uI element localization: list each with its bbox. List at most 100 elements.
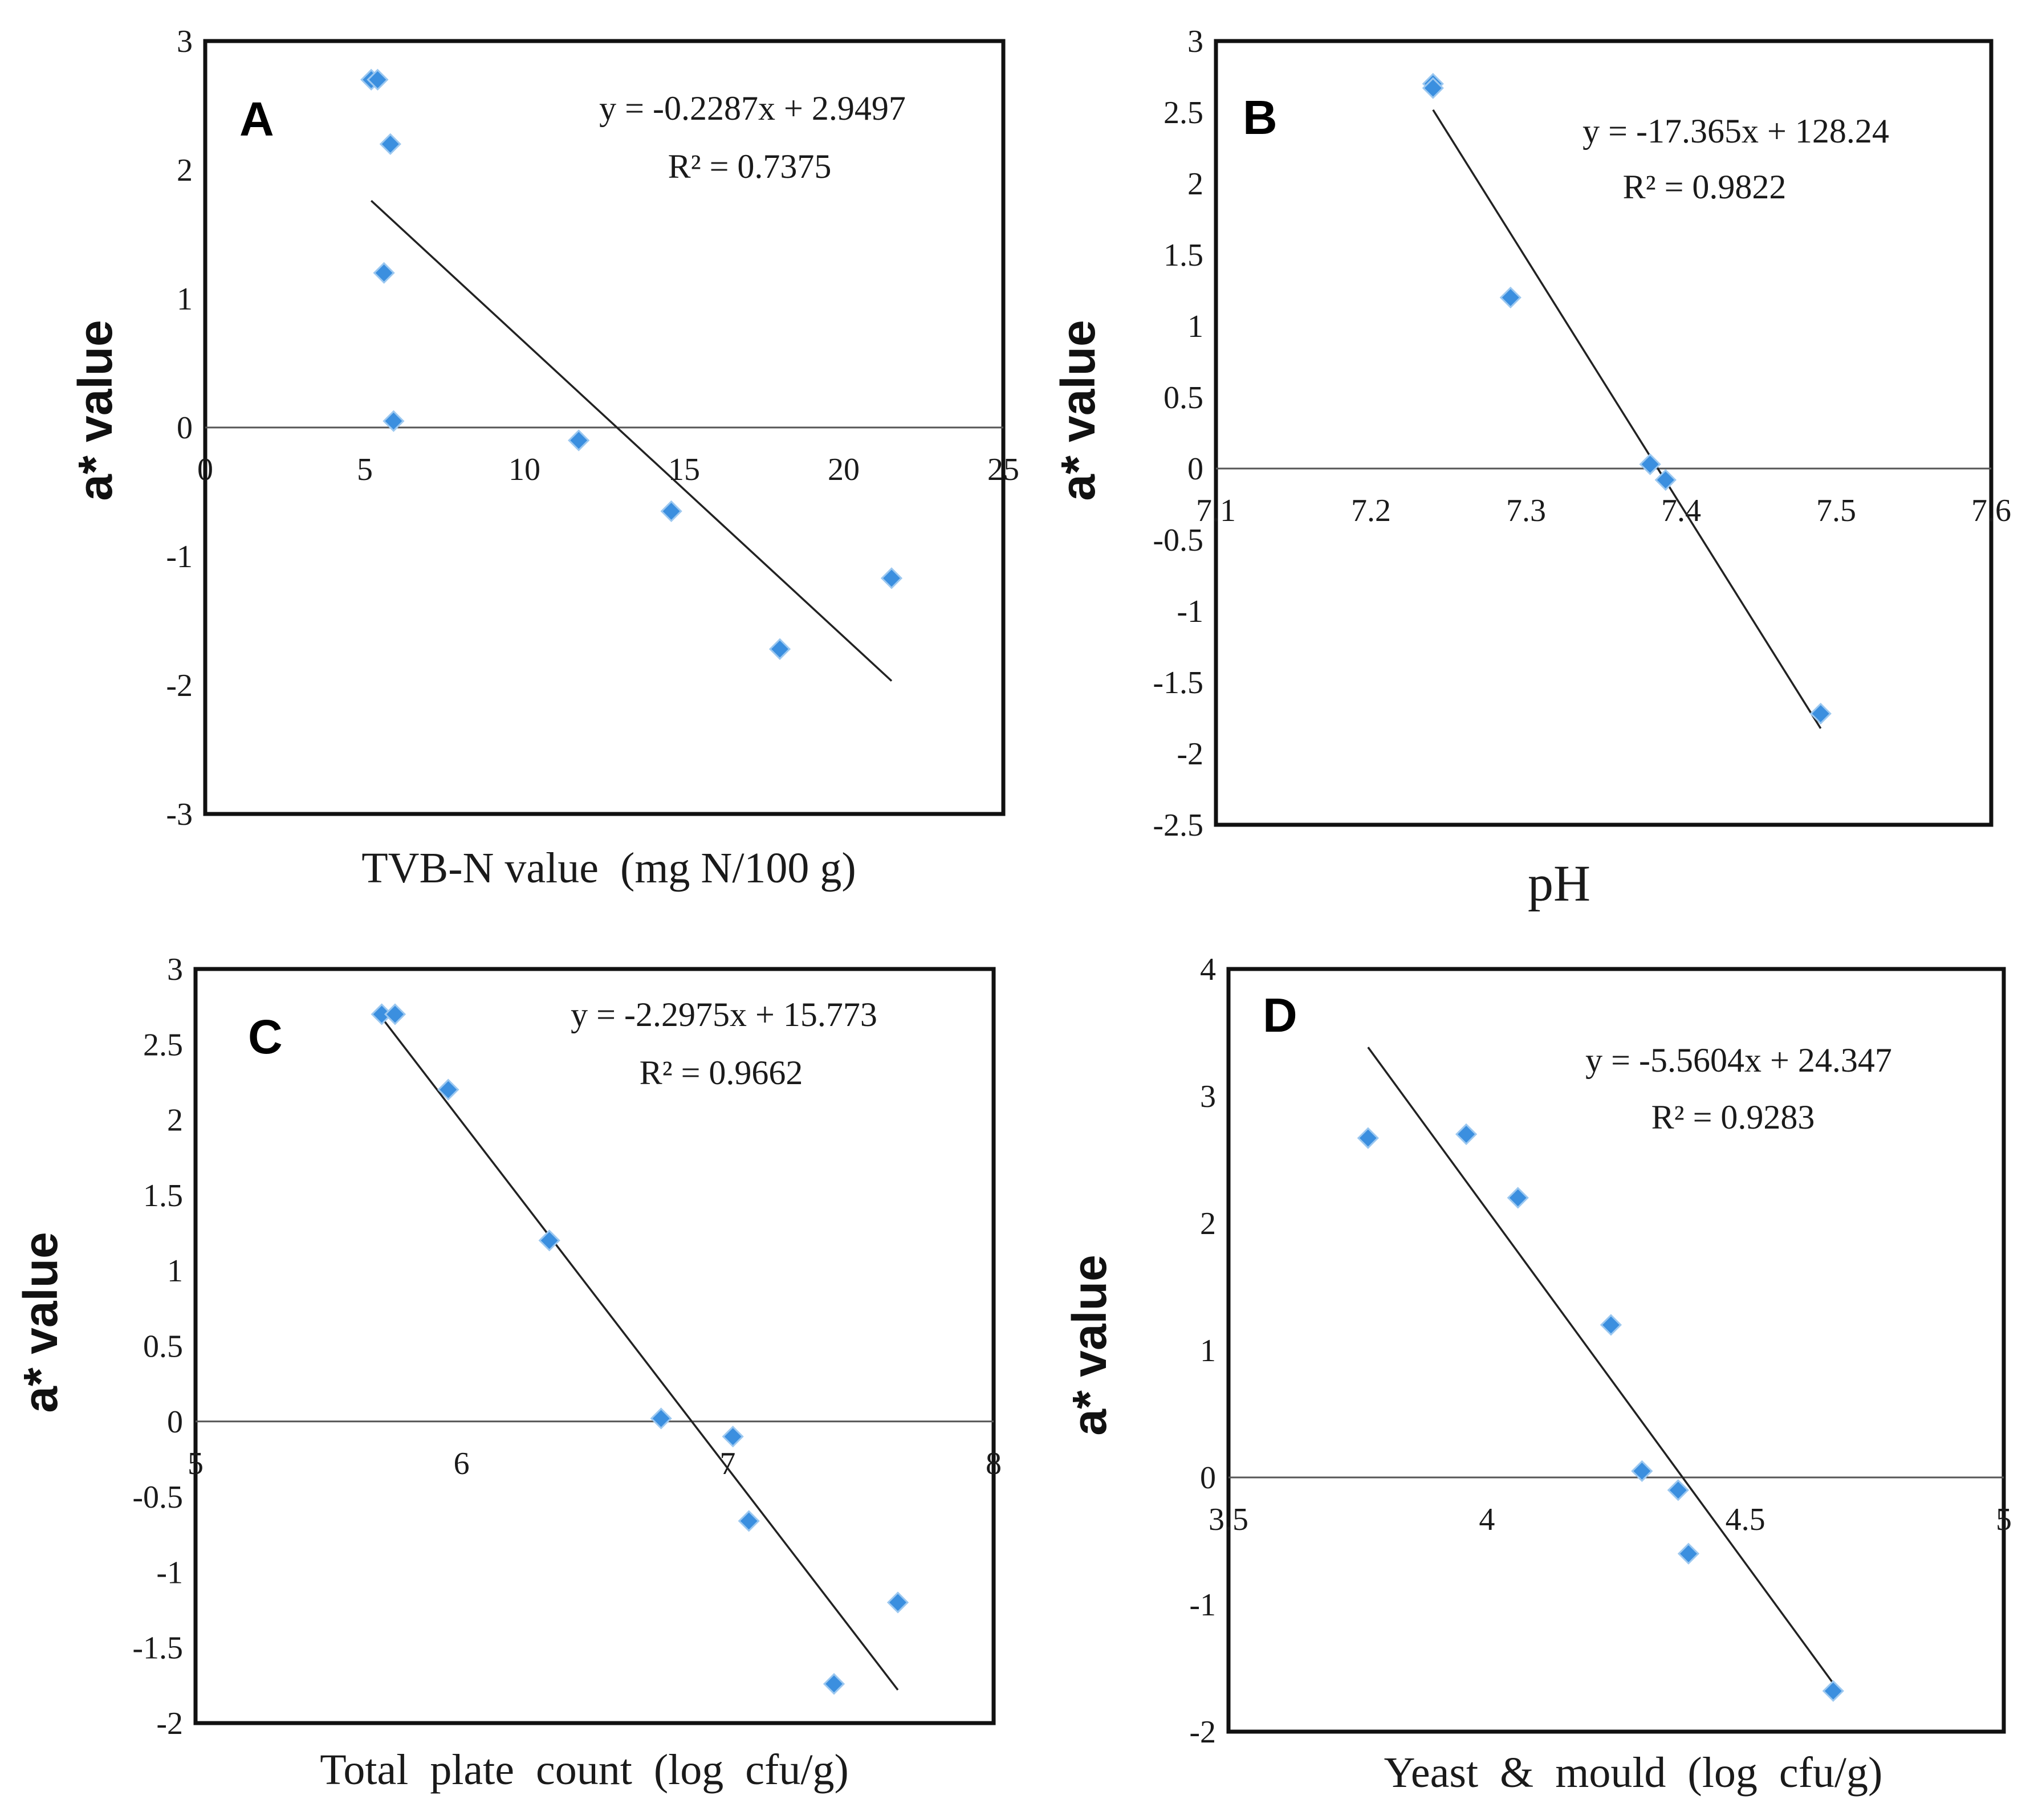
panel-d-y-ticks: 4 3 2 1 0 -1 -2 [1189, 952, 1216, 1750]
panel-d-x-ticks: 3.5 4 4.5 5 [1209, 1502, 2012, 1537]
panel-d-y-tick-label: 2 [1200, 1206, 1216, 1241]
panel-a-data-point [383, 410, 405, 432]
panel-b-y-tick-label: 0.5 [1164, 380, 1203, 416]
panel-c-y-ticks: 3 2.5 2 1.5 1 0.5 0 -0.5 -1 -1.5 -2 [132, 952, 183, 1741]
panel-b-x-tick-label: 7.3 [1506, 493, 1546, 528]
panel-d-data-point [1822, 1680, 1844, 1702]
panel-a-x-ticks: 0 5 10 15 20 25 [197, 452, 1019, 487]
panel-c-y-tick-label: 0.5 [143, 1329, 183, 1365]
panel-d-y-tick-label: -1 [1189, 1587, 1216, 1623]
panel-a-y-tick-label: -3 [166, 797, 193, 832]
panel-a-y-label: a* value [68, 320, 122, 501]
panel-d-r2: R² = 0.9283 [1651, 1098, 1815, 1136]
panel-c-data-point [650, 1407, 672, 1430]
panel-a-data-point [367, 68, 389, 91]
panel-d-data-point [1631, 1460, 1653, 1482]
panel-c-x-tick-label: 5 [188, 1446, 204, 1481]
panel-d-equation: y = -5.5604x + 24.347 [1585, 1041, 1892, 1079]
panel-b-x-ticks: 7.1 7.2 7.3 7.4 7.5 7.6 [1196, 493, 2011, 528]
panel-b-x-tick-label: 7.1 [1196, 493, 1236, 528]
panel-c-x-tick-label: 6 [454, 1446, 470, 1481]
panel-b-y-tick-label: 2 [1187, 166, 1203, 202]
panel-c-data-point [538, 1229, 560, 1252]
panel-b-y-tick-label: -2 [1177, 736, 1203, 772]
panel-c-data-point [722, 1426, 744, 1448]
panel-c-x-tick-label: 8 [986, 1446, 1002, 1481]
panel-a-data-point [568, 429, 590, 451]
panel-b: 32.521.510.50-0.5-1-1.5-2-2.5 7.1 7.2 7.3 7… [1051, 24, 2011, 912]
panel-d-y-tick-label: 3 [1200, 1079, 1216, 1114]
panel-c-data-point [823, 1673, 845, 1695]
panel-b-data-point [1499, 286, 1522, 309]
panel-c-x-label: Total plate count (log cfu/g) [320, 1746, 849, 1794]
panel-a-x-tick-label: 10 [508, 452, 540, 487]
panel-d-y-tick-label: 0 [1200, 1460, 1216, 1496]
panel-b-x-label: pH [1528, 856, 1590, 912]
panel-b-x-tick-label: 7.2 [1351, 493, 1391, 528]
panel-c-points [371, 1003, 909, 1695]
panel-d-data-point [1455, 1123, 1478, 1146]
panel-a-y-tick-label: -2 [166, 668, 193, 703]
panel-d-x-tick-label: 4.5 [1726, 1502, 1765, 1537]
panel-c-y-tick-label: 0 [167, 1404, 183, 1440]
panel-c-r2: R² = 0.9662 [640, 1054, 803, 1092]
panel-a-data-point [768, 638, 791, 660]
panel-a-trendline [371, 199, 893, 682]
panel-c-y-tick-label: 1 [167, 1253, 183, 1289]
panel-b-y-tick-label: 2.5 [1164, 95, 1203, 131]
panel-b-y-tick-label: -1 [1177, 594, 1203, 629]
panel-b-y-tick-label: -2.5 [1153, 808, 1203, 843]
panel-b-equation: y = -17.365x + 128.24 [1582, 112, 1889, 150]
panel-d-x-label: Yeast & mould (log cfu/g) [1384, 1749, 1883, 1797]
panel-d-data-point [1667, 1479, 1689, 1501]
panel-d-plot-area [1226, 967, 2006, 1734]
panel-b-y-tick-label: 1.5 [1164, 238, 1203, 273]
panel-a-x-tick-label: 20 [828, 452, 860, 487]
panel-c-y-tick-label: -2 [156, 1706, 183, 1741]
panel-a-r2: R² = 0.7375 [668, 148, 832, 185]
panel-b-data-point [1809, 702, 1832, 725]
panel-b-x-tick-label: 7.6 [1971, 493, 2011, 528]
panel-b-trendline [1432, 109, 1822, 729]
panel-c-data-point [738, 1510, 760, 1532]
panel-b-y-tick-label: 3 [1187, 24, 1203, 59]
panel-c-data-point [384, 1003, 406, 1025]
panel-a-y-tick-label: 0 [177, 410, 193, 446]
panel-b-y-tick-label: 0 [1187, 451, 1203, 487]
panel-a-y-tick-label: 2 [177, 153, 193, 188]
panel-b-data-point [1654, 469, 1677, 491]
panel-d: 4 3 2 1 0 -1 -2 3.5 4 4.5 5 D y = -5.5604x + 24.3… [1063, 952, 2012, 1797]
panel-b-r2: R² = 0.9822 [1623, 168, 1787, 206]
panel-b-data-point [1639, 453, 1661, 475]
panel-d-data-point [1677, 1542, 1700, 1565]
panel-a-equation: y = -0.2287x + 2.9497 [599, 89, 906, 127]
panel-a-x-tick-label: 5 [357, 452, 373, 487]
panel-a-x-label: TVB-N value (mg N/100 g) [361, 844, 856, 892]
panel-c-trendline [381, 1017, 899, 1691]
panel-a-x-tick-label: 15 [668, 452, 700, 487]
panel-a-y-tick-label: -1 [166, 539, 193, 575]
panel-c-plot-area [193, 967, 996, 1725]
panel-d-trendline [1367, 1047, 1834, 1684]
panel-d-letter: D [1263, 988, 1297, 1042]
panel-a-x-tick-label: 0 [197, 452, 213, 487]
panel-a-points [360, 68, 903, 660]
panel-a-y-tick-label: 3 [177, 24, 193, 59]
panel-c-y-tick-label: -0.5 [132, 1480, 183, 1515]
panel-b-points [1422, 72, 1832, 725]
panel-b-x-tick-label: 7.4 [1661, 493, 1701, 528]
panel-c-y-tick-label: 3 [167, 952, 183, 987]
panel-b-y-tick-label: -1.5 [1153, 665, 1203, 701]
panel-b-data-point [1422, 77, 1444, 99]
panel-d-x-tick-label: 4 [1479, 1502, 1495, 1537]
panel-a-data-point [379, 133, 401, 155]
panel-b-plot-area [1214, 39, 1994, 827]
panel-d-y-tick-label: 4 [1200, 952, 1216, 987]
panel-d-data-point [1357, 1127, 1379, 1149]
panel-d-x-tick-label: 5 [1996, 1502, 2012, 1537]
panel-c-y-label: a* value [14, 1232, 67, 1413]
panel-d-data-point [1507, 1187, 1529, 1209]
panel-c-data-point [437, 1078, 459, 1101]
